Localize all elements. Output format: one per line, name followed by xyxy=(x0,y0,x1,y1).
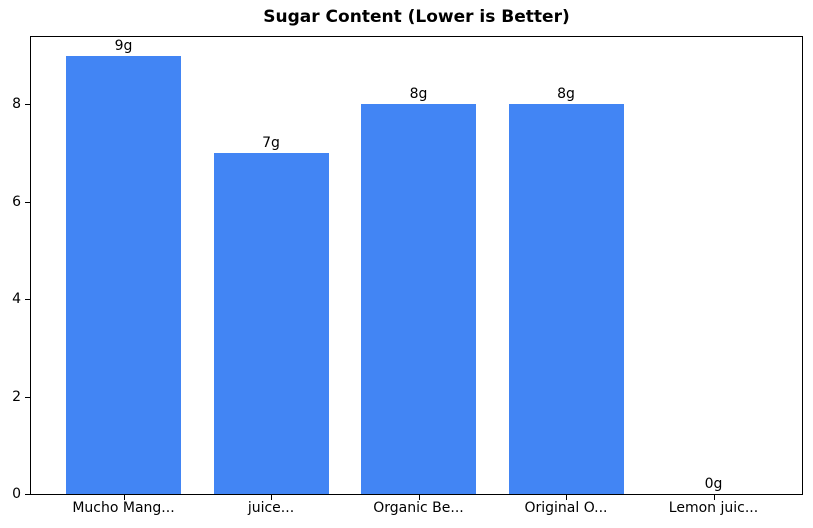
bar-3[interactable] xyxy=(508,104,624,494)
bar-value-label: 0g xyxy=(704,476,723,492)
bar-value-label: 8g xyxy=(557,86,575,103)
x-axis-tick xyxy=(271,495,272,500)
x-axis-tick xyxy=(418,495,420,500)
y-axis-tick xyxy=(25,494,30,495)
bar-value-label: 7g xyxy=(262,134,280,151)
bar-0[interactable] xyxy=(66,55,181,494)
x-axis-tick xyxy=(713,495,715,500)
x-axis-tick xyxy=(566,495,567,500)
bar-value-label: 9g xyxy=(114,37,133,54)
y-axis-tick-label: 6 xyxy=(12,193,21,210)
bar-1[interactable] xyxy=(213,152,329,494)
x-axis-tick-label: juice... xyxy=(247,500,295,516)
y-axis-tick-label: 8 xyxy=(12,96,21,113)
x-axis-tick-label: Original O... xyxy=(524,500,608,516)
x-axis-tick-label: Mucho Mang... xyxy=(72,500,175,516)
x-axis-tick-label: Lemon juic... xyxy=(668,500,759,516)
bar-2[interactable] xyxy=(361,104,476,494)
y-axis-tick xyxy=(25,396,30,398)
y-axis-tick xyxy=(25,104,30,106)
chart-title: Sugar Content (Lower is Better) xyxy=(263,7,570,27)
x-axis-tick xyxy=(123,495,125,500)
y-axis-tick-label: 2 xyxy=(12,388,21,405)
x-axis-tick-label: Organic Be... xyxy=(373,500,464,516)
y-axis-tick-label: 0 xyxy=(12,486,21,502)
plot-area xyxy=(30,36,803,495)
y-axis-tick xyxy=(25,201,30,203)
bar-value-label: 8g xyxy=(409,86,428,103)
y-axis-tick-label: 4 xyxy=(12,291,21,308)
y-axis-tick xyxy=(25,299,30,301)
